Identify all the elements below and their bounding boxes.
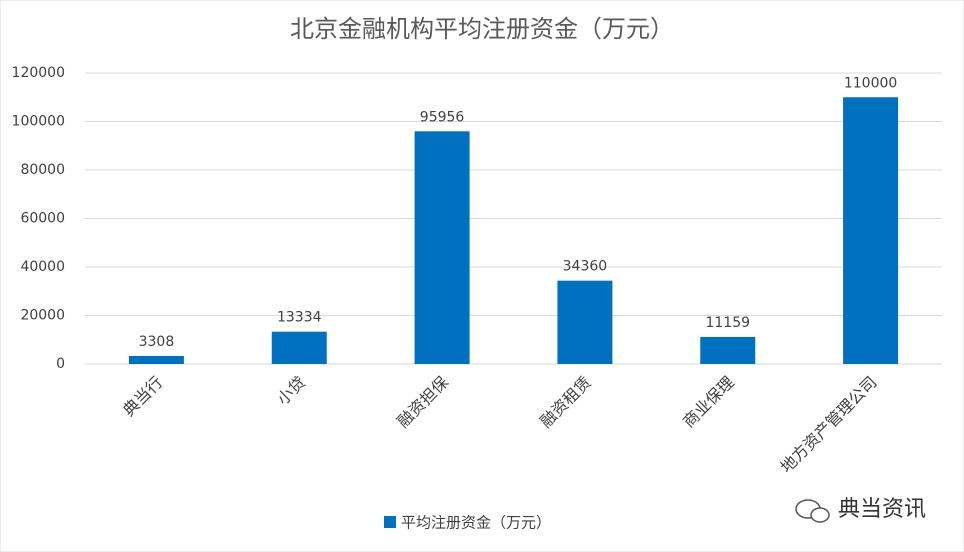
data-label: 95956 <box>420 109 465 125</box>
bar <box>414 131 470 364</box>
bar <box>557 280 613 364</box>
data-label: 11159 <box>705 315 750 331</box>
legend-label: 平均注册资金（万元） <box>401 514 551 532</box>
chart-title: 北京金融机构平均注册资金（万元） <box>290 15 674 43</box>
y-tick-label: 120000 <box>12 65 65 81</box>
data-label: 13334 <box>277 310 322 326</box>
y-tick-label: 60000 <box>20 211 65 227</box>
y-tick-label: 100000 <box>12 114 65 130</box>
bar <box>271 331 327 364</box>
y-tick-label: 40000 <box>20 259 65 275</box>
data-label: 3308 <box>139 334 175 350</box>
y-tick-label: 80000 <box>20 162 65 178</box>
bar <box>700 336 756 364</box>
y-tick-label: 20000 <box>20 308 65 324</box>
data-label: 34360 <box>563 259 608 275</box>
data-label: 110000 <box>844 75 897 91</box>
legend-swatch <box>384 516 396 528</box>
watermark: 典当资讯 <box>838 497 926 522</box>
bar <box>843 97 899 364</box>
watermark-icon <box>795 499 830 523</box>
y-tick-label: 0 <box>56 356 65 372</box>
bar <box>128 355 184 364</box>
